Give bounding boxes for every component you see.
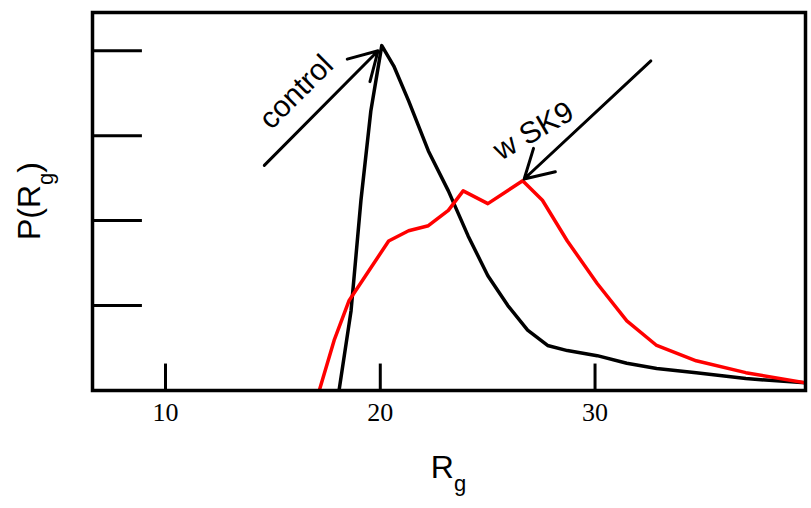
- svg-text:20: 20: [367, 398, 393, 427]
- svg-text:Rg: Rg: [431, 449, 466, 496]
- svg-text:control: control: [252, 48, 339, 135]
- svg-text:30: 30: [582, 398, 608, 427]
- svg-text:w SK9: w SK9: [486, 94, 578, 166]
- svg-text:P(Rg): P(Rg): [11, 162, 58, 240]
- svg-text:10: 10: [153, 398, 179, 427]
